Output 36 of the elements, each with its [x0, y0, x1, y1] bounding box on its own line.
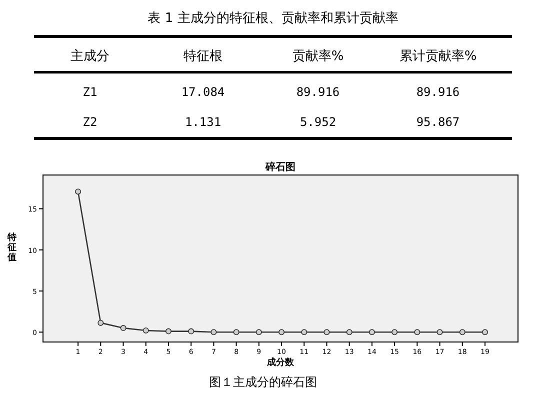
text: 17.084	[181, 85, 225, 99]
point	[210, 329, 217, 336]
point	[301, 329, 308, 336]
text: 89.916	[296, 85, 340, 99]
text: 89.916	[416, 85, 460, 99]
chart-title: 碎石图	[264, 161, 296, 173]
point	[392, 329, 398, 336]
point	[324, 329, 330, 336]
point	[278, 329, 285, 336]
text: Z1	[82, 85, 98, 99]
text: 特征根	[184, 49, 222, 64]
x-axis-title: 成分数	[266, 357, 295, 368]
text: 表 1 主成分的特征根、贡献率和累计贡献率	[148, 10, 398, 26]
point	[256, 329, 262, 336]
point	[482, 329, 488, 336]
point	[459, 329, 466, 336]
point	[98, 320, 104, 326]
point	[436, 329, 443, 336]
point	[142, 327, 149, 334]
point	[346, 329, 352, 336]
text: 累计贡献率%	[399, 48, 477, 64]
point	[188, 328, 194, 334]
text: 5.952	[300, 115, 336, 129]
point	[120, 325, 126, 332]
text: 95.867	[416, 115, 460, 129]
text: 1.131	[184, 115, 222, 129]
point	[233, 329, 240, 336]
point	[414, 329, 420, 336]
point	[75, 188, 82, 195]
text: Z2	[82, 115, 98, 129]
point	[165, 328, 172, 334]
text: 贡献率%	[292, 48, 344, 64]
caption: 图１主成分的碎石图	[209, 375, 317, 389]
text: 主成分	[70, 48, 110, 64]
y-axis-title: 特征值	[6, 232, 16, 263]
point	[368, 329, 375, 336]
